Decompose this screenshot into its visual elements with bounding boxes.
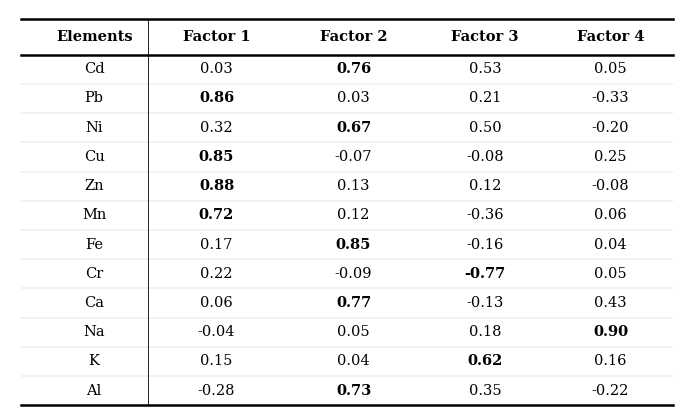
Text: 0.35: 0.35: [468, 384, 501, 398]
Text: Fe: Fe: [85, 238, 103, 252]
Text: 0.62: 0.62: [467, 354, 502, 368]
Text: 0.90: 0.90: [593, 325, 628, 339]
Text: 0.04: 0.04: [337, 354, 370, 368]
Text: 0.05: 0.05: [594, 62, 627, 76]
Text: 0.15: 0.15: [201, 354, 232, 368]
Text: -0.28: -0.28: [198, 384, 235, 398]
Text: 0.13: 0.13: [337, 179, 370, 193]
Text: 0.86: 0.86: [199, 92, 234, 105]
Text: -0.13: -0.13: [466, 296, 504, 310]
Text: Factor 3: Factor 3: [451, 30, 518, 44]
Text: -0.33: -0.33: [592, 92, 629, 105]
Text: -0.22: -0.22: [592, 384, 629, 398]
Text: -0.77: -0.77: [464, 267, 506, 281]
Text: K: K: [89, 354, 100, 368]
Text: 0.76: 0.76: [336, 62, 371, 76]
Text: Pb: Pb: [85, 92, 103, 105]
Text: Al: Al: [87, 384, 102, 398]
Text: -0.36: -0.36: [466, 208, 504, 222]
Text: 0.43: 0.43: [594, 296, 627, 310]
Text: 0.16: 0.16: [594, 354, 627, 368]
Text: -0.07: -0.07: [335, 150, 372, 164]
Text: 0.03: 0.03: [200, 62, 233, 76]
Text: -0.16: -0.16: [466, 238, 504, 252]
Text: Ca: Ca: [84, 296, 104, 310]
Text: 0.22: 0.22: [201, 267, 232, 281]
Text: Factor 1: Factor 1: [183, 30, 251, 44]
Text: -0.08: -0.08: [466, 150, 504, 164]
Text: 0.06: 0.06: [594, 208, 627, 222]
Text: Na: Na: [83, 325, 105, 339]
Text: 0.85: 0.85: [199, 150, 234, 164]
Text: -0.08: -0.08: [592, 179, 629, 193]
Text: Factor 4: Factor 4: [577, 30, 644, 44]
Text: -0.04: -0.04: [198, 325, 235, 339]
Text: 0.72: 0.72: [199, 208, 234, 222]
Text: Ni: Ni: [85, 121, 103, 135]
Text: 0.06: 0.06: [200, 296, 233, 310]
Text: 0.05: 0.05: [337, 325, 370, 339]
Text: 0.21: 0.21: [468, 92, 501, 105]
Text: Factor 2: Factor 2: [320, 30, 387, 44]
Text: 0.73: 0.73: [336, 384, 371, 398]
Text: 0.18: 0.18: [468, 325, 501, 339]
Text: -0.09: -0.09: [335, 267, 372, 281]
Text: 0.53: 0.53: [468, 62, 501, 76]
Text: 0.12: 0.12: [468, 179, 501, 193]
Text: 0.77: 0.77: [336, 296, 371, 310]
Text: 0.67: 0.67: [336, 121, 371, 135]
Text: Cu: Cu: [84, 150, 105, 164]
Text: 0.03: 0.03: [337, 92, 370, 105]
Text: Zn: Zn: [85, 179, 104, 193]
Text: Cr: Cr: [85, 267, 103, 281]
Text: 0.17: 0.17: [201, 238, 232, 252]
Text: 0.32: 0.32: [200, 121, 233, 135]
Text: 0.50: 0.50: [468, 121, 501, 135]
Text: Cd: Cd: [84, 62, 105, 76]
Text: -0.20: -0.20: [592, 121, 629, 135]
Text: 0.12: 0.12: [337, 208, 370, 222]
Text: 0.04: 0.04: [594, 238, 627, 252]
Text: Mn: Mn: [82, 208, 106, 222]
Text: 0.88: 0.88: [199, 179, 234, 193]
Text: 0.05: 0.05: [594, 267, 627, 281]
Text: 0.85: 0.85: [336, 238, 371, 252]
Text: Elements: Elements: [56, 30, 133, 44]
Text: 0.25: 0.25: [594, 150, 627, 164]
